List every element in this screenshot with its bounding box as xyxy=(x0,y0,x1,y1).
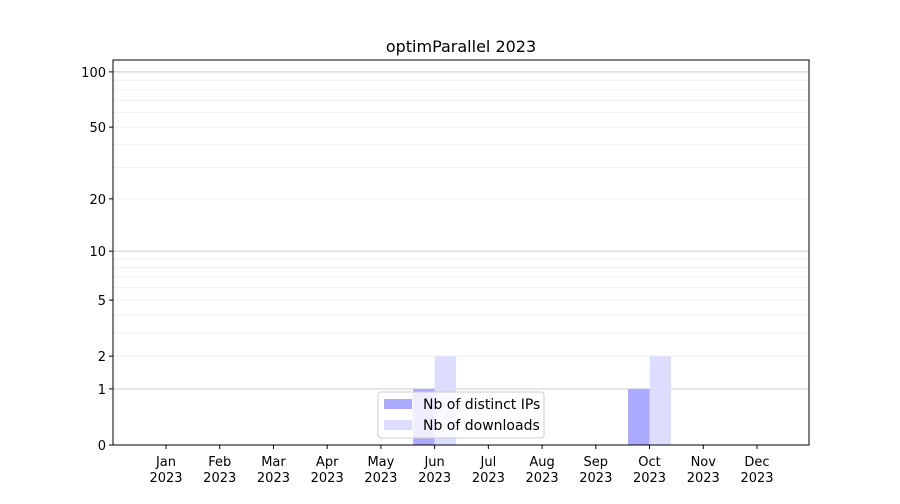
y-tick-label: 2 xyxy=(98,350,106,365)
x-tick-label: Oct 2023 xyxy=(633,455,666,486)
x-tick-label: Sep 2023 xyxy=(579,455,612,486)
legend-swatch-downloads xyxy=(384,420,412,430)
x-tick-label: Aug 2023 xyxy=(526,455,559,486)
x-tick-label: Mar 2023 xyxy=(257,455,290,486)
y-tick-label: 1 xyxy=(98,383,106,398)
bar-downloads xyxy=(649,356,672,445)
y-tick-label: 50 xyxy=(89,121,106,136)
x-tick-label: Jan 2023 xyxy=(149,455,182,486)
chart-title: optimParallel 2023 xyxy=(386,37,536,56)
legend: Nb of distinct IPs Nb of downloads xyxy=(377,391,545,439)
bar-ips xyxy=(628,388,650,445)
x-tick-label: Jul 2023 xyxy=(472,455,505,486)
x-tick-label: May 2023 xyxy=(364,455,397,486)
x-tick-label: Feb 2023 xyxy=(203,455,236,486)
x-tick-label: Nov 2023 xyxy=(687,455,720,486)
x-tick-label: Jun 2023 xyxy=(418,455,451,486)
plot-frame xyxy=(112,59,810,446)
y-tick-label: 100 xyxy=(81,66,106,81)
x-tick-label: Apr 2023 xyxy=(311,455,344,486)
y-tick-label: 20 xyxy=(89,193,106,208)
y-tick-label: 0 xyxy=(98,439,106,454)
y-tick-label: 5 xyxy=(98,294,106,309)
x-tick-label: Dec 2023 xyxy=(740,455,773,486)
y-tick-label: 10 xyxy=(89,245,106,260)
legend-swatch-ips xyxy=(384,399,412,409)
legend-label-ips: Nb of distinct IPs xyxy=(423,397,540,413)
legend-label-downloads: Nb of downloads xyxy=(423,418,540,434)
